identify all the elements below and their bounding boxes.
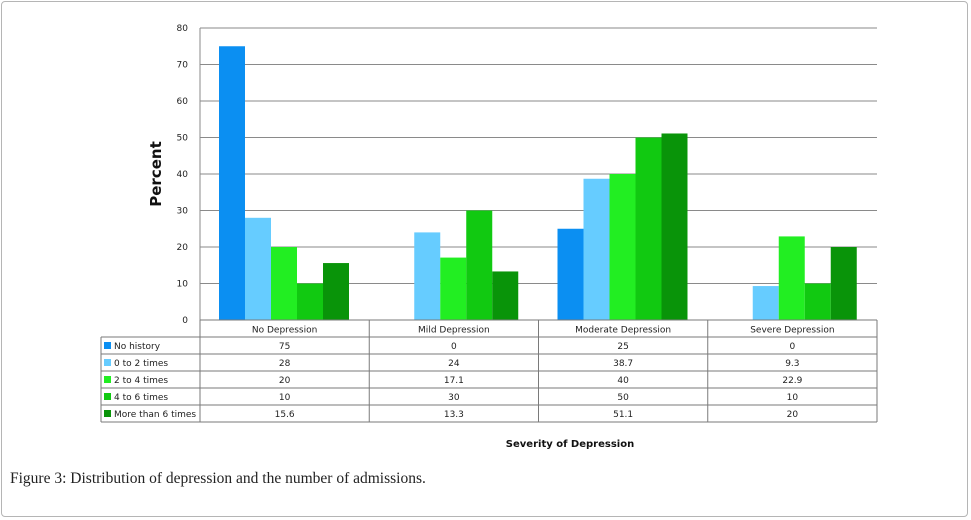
data-label: 50 [617,393,629,403]
y-tick-label: 20 [177,243,189,253]
figure-caption: Figure 3: Distribution of depression and… [10,470,426,488]
bar [440,257,467,320]
category-label: Severe Depression [750,326,834,336]
data-label: 38.7 [613,359,633,369]
data-label: 40 [617,376,629,386]
legend-swatch [104,376,111,383]
data-label: 25 [617,342,628,352]
y-tick-label: 50 [177,134,189,144]
data-label: 20 [279,376,291,386]
legend-label: More than 6 times [114,410,196,420]
data-label: 0 [790,342,796,352]
data-label: 17.1 [444,376,464,386]
legend-swatch [104,393,111,400]
bar [219,46,245,320]
y-tick-label: 0 [182,316,188,326]
y-axis-label: Percent [147,141,165,206]
bar [778,236,805,320]
data-label: 30 [448,393,460,403]
data-label: 0 [451,342,457,352]
bar [297,283,323,320]
bar [830,247,857,320]
legend-label: No history [114,342,161,352]
data-label: 9.3 [785,359,799,369]
data-label: 24 [448,359,460,369]
bar [804,283,831,320]
legend-label: 0 to 2 times [114,359,168,369]
category-label: Moderate Depression [575,326,671,336]
data-label: 75 [279,342,290,352]
bar [414,232,441,320]
bar [466,210,493,320]
y-tick-label: 10 [177,280,189,290]
category-label: No Depression [252,326,317,336]
bar [323,263,349,320]
bar [557,228,584,320]
category-label: Mild Depression [418,326,490,336]
data-label: 22.9 [782,376,802,386]
bar [635,137,662,320]
data-label: 15.6 [275,410,295,420]
bar [492,271,519,320]
y-tick-label: 40 [177,170,189,180]
bar [245,217,271,320]
caption-label: Figure 3: [10,470,67,487]
legend-swatch [104,359,111,366]
bar [752,286,779,320]
legend-swatch [104,410,111,417]
data-label: 51.1 [613,410,633,420]
legend-label: 4 to 6 times [114,393,168,403]
caption-text: Distribution of depression and the numbe… [66,470,426,487]
y-tick-label: 60 [177,97,189,107]
data-label: 20 [787,410,799,420]
bar [583,178,610,320]
data-label: 10 [787,393,799,403]
x-axis-label: Severity of Depression [506,439,634,450]
y-tick-label: 70 [177,61,189,71]
y-tick-label: 80 [177,24,189,34]
bar [271,247,297,320]
data-label: 13.3 [444,410,464,420]
data-label: 28 [279,359,291,369]
bar [609,174,636,320]
legend-label: 2 to 4 times [114,376,168,386]
bar [661,133,688,320]
y-tick-label: 30 [177,207,189,217]
legend-swatch [104,342,111,349]
data-label: 10 [279,393,291,403]
